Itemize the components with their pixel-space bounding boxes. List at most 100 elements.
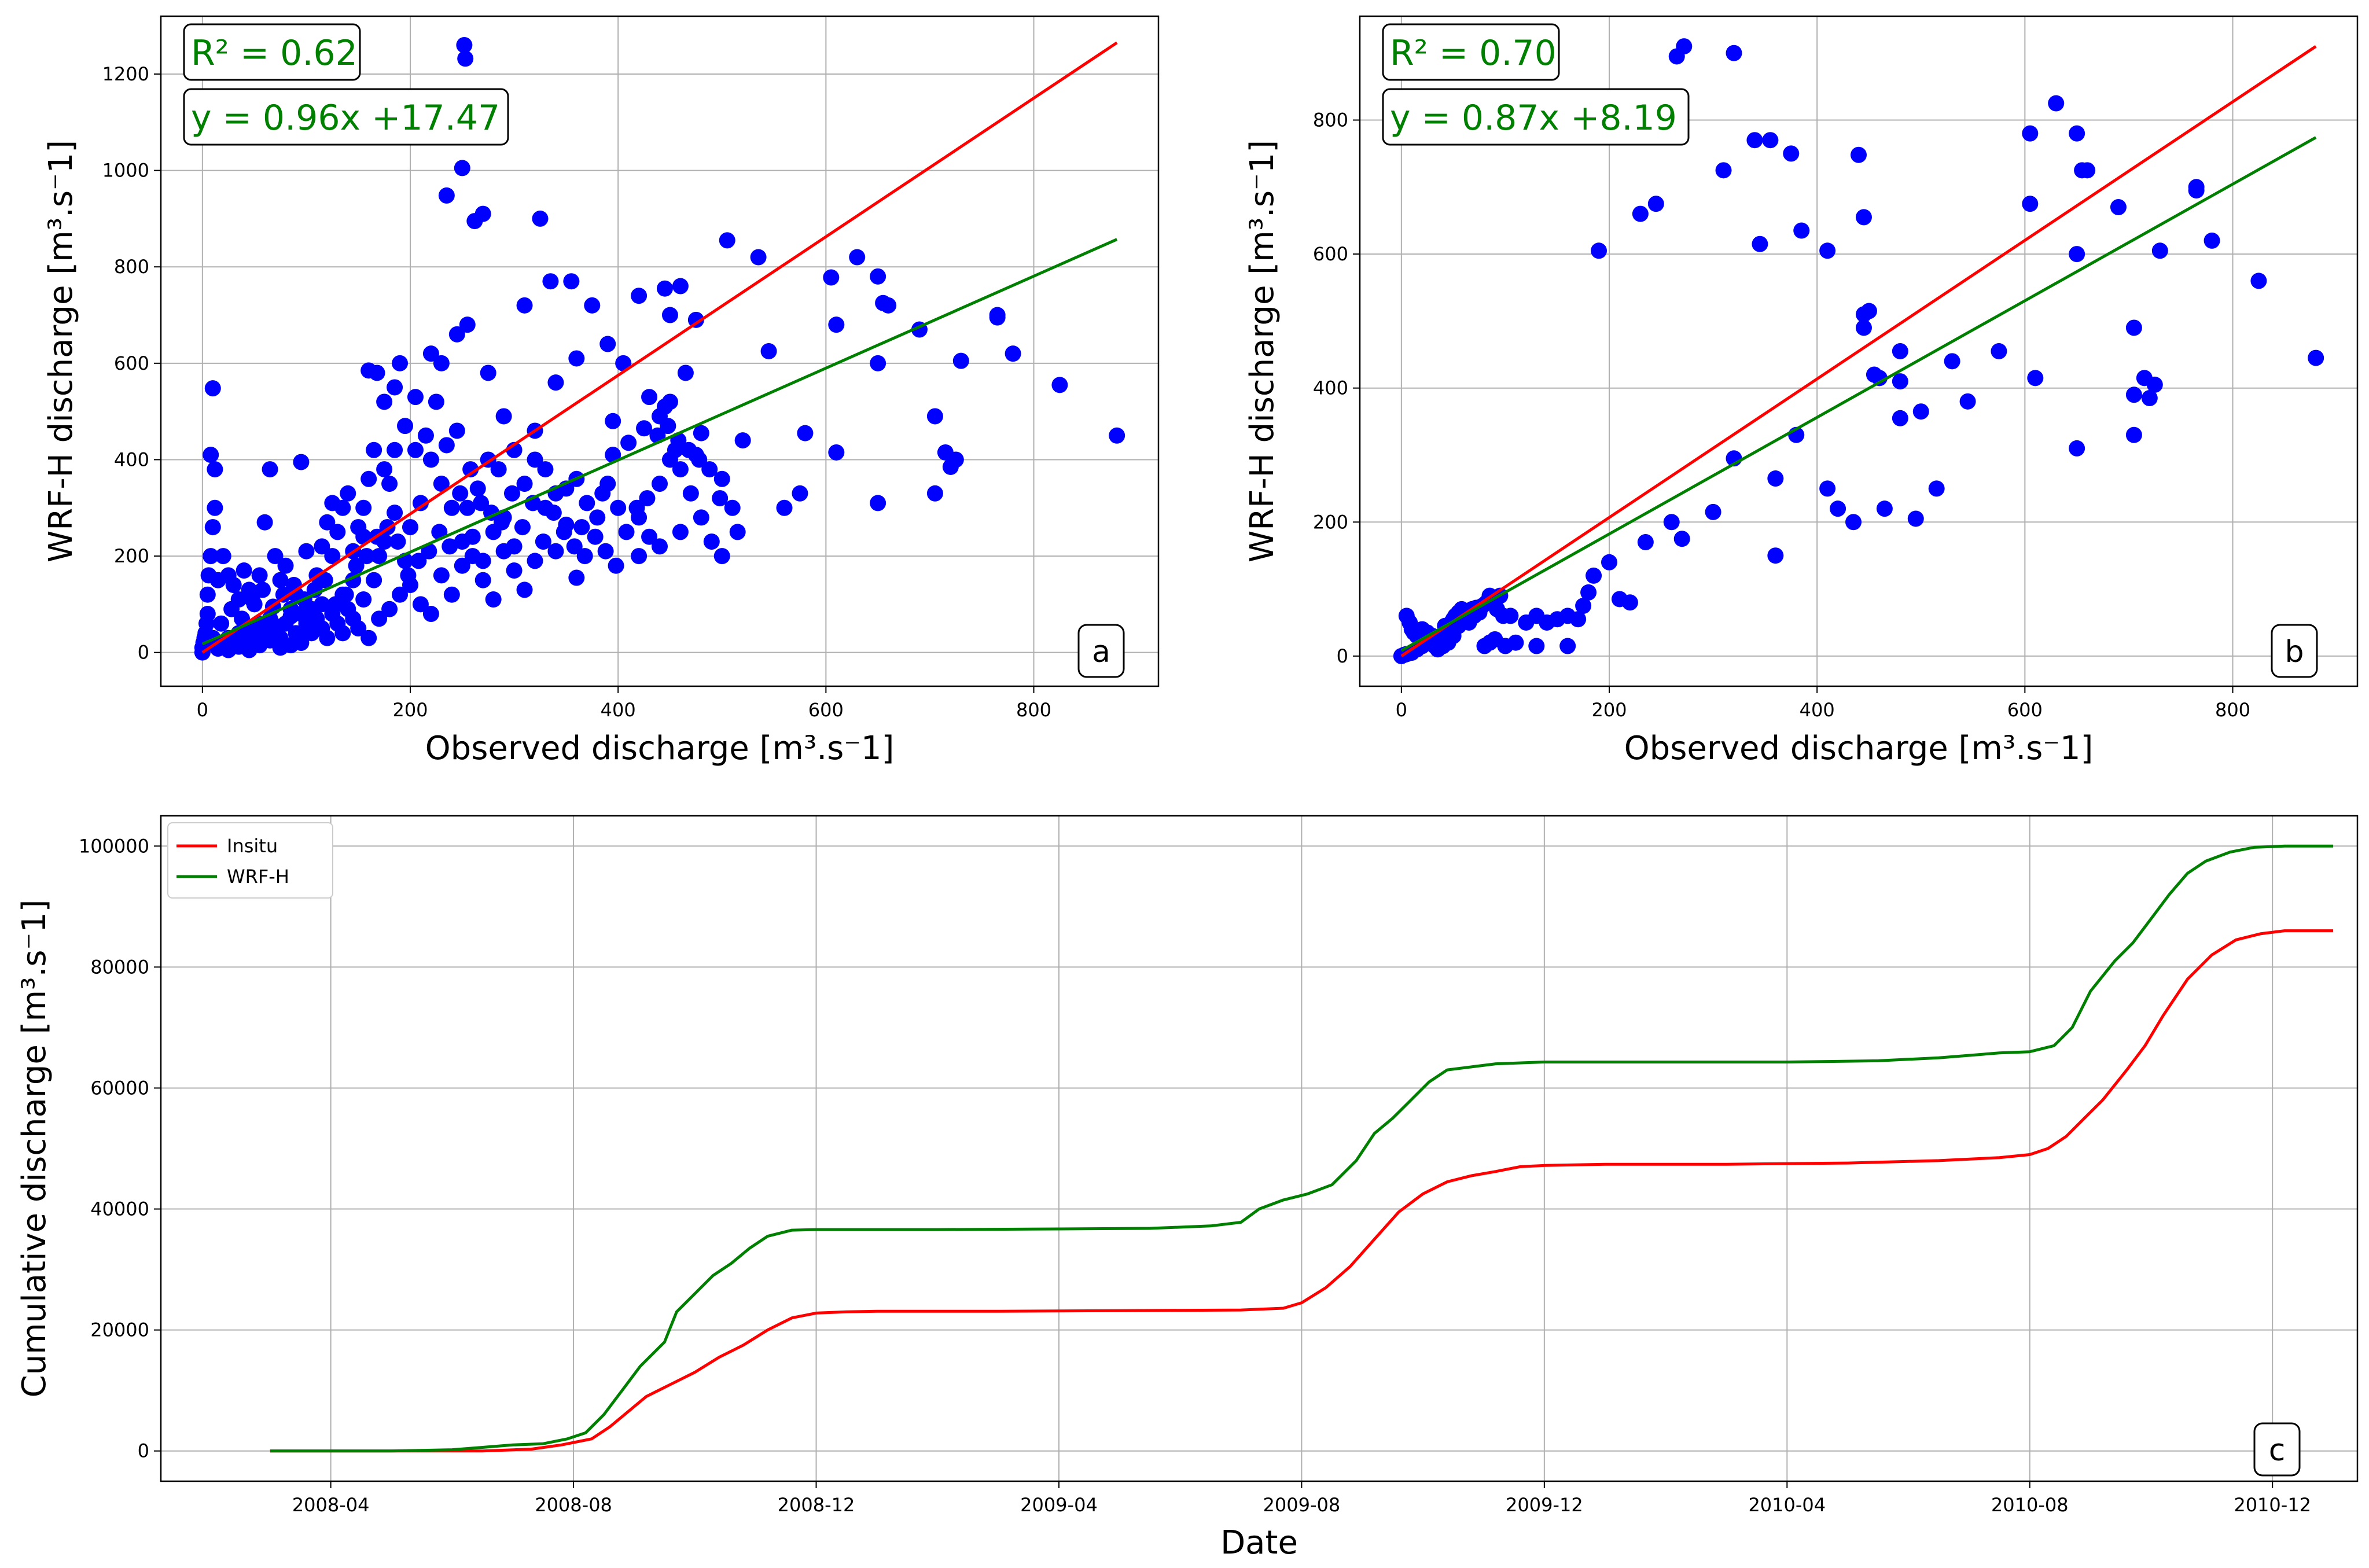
scatter-point — [2027, 370, 2044, 387]
scatter-point — [1726, 45, 1742, 61]
scatter-point — [324, 548, 341, 565]
scatter-point — [473, 495, 490, 511]
scatter-point — [1855, 209, 1872, 226]
scatter-point — [1647, 196, 1664, 212]
scatter-point — [319, 514, 336, 531]
scatter-point — [410, 553, 427, 569]
tick-label-x-2010-04: 2010-04 — [1748, 1494, 1826, 1516]
tick-label-y-200: 200 — [1313, 511, 1348, 533]
tick-label-y-400: 400 — [114, 448, 149, 470]
panel-c-background — [161, 816, 2357, 1481]
panel-c-label-box — [2253, 1422, 2301, 1477]
scatter-point — [2069, 440, 2085, 457]
scatter-point — [203, 447, 219, 463]
scatter-point — [605, 413, 621, 429]
scatter-point — [1051, 377, 1068, 393]
tick-label-x-2009-04: 2009-04 — [1020, 1494, 1098, 1516]
scatter-point — [545, 505, 562, 521]
scatter-point — [701, 461, 718, 478]
panel-b-xlabel: Observed discharge [m³.s⁻1] — [1624, 730, 2094, 767]
scatter-point — [448, 326, 465, 343]
scatter-point — [527, 451, 543, 468]
scatter-point — [474, 572, 491, 588]
scatter-point — [724, 499, 741, 516]
scatter-point — [2204, 232, 2220, 249]
scatter-point — [1715, 162, 1732, 179]
scatter-point — [1767, 547, 1784, 564]
scatter-point — [1928, 480, 1945, 497]
scatter-point — [2125, 426, 2142, 443]
scatter-point — [314, 596, 330, 613]
scatter-point — [2110, 199, 2127, 216]
scatter-point — [412, 495, 429, 511]
scatter-point — [298, 543, 315, 560]
scatter-point — [713, 548, 730, 565]
scatter-point — [204, 380, 221, 397]
panel-a-r2: R² = 0.62 — [191, 33, 358, 73]
scatter-point — [1991, 343, 2007, 359]
scatter-point — [422, 451, 439, 468]
regression-line — [201, 238, 1118, 646]
scatter-point — [641, 528, 658, 545]
scatter-point — [542, 273, 559, 290]
scatter-point — [532, 210, 549, 227]
tick-label-y-800: 800 — [114, 256, 149, 278]
scatter-point — [443, 586, 460, 603]
panel-c-legend: Insitu WRF-H — [167, 822, 333, 899]
scatter-point — [563, 273, 580, 290]
tick-label-y-0: 0 — [138, 1440, 149, 1462]
tick-label-y-40000: 40000 — [90, 1198, 149, 1220]
tick-label-x-2009-08: 2009-08 — [1263, 1494, 1341, 1516]
scatter-point — [947, 451, 964, 468]
scatter-point — [1876, 500, 1893, 517]
scatter-point — [392, 586, 409, 603]
scatter-point — [1944, 353, 1960, 370]
scatter-point — [490, 461, 507, 478]
scatter-point — [371, 548, 388, 565]
scatter-point — [438, 187, 455, 204]
scatter-point — [870, 355, 886, 371]
scatter-point — [823, 269, 840, 286]
scatter-point — [1637, 534, 1654, 551]
scatter-point — [503, 485, 520, 502]
scatter-point — [1109, 427, 1125, 444]
tick-label-y-1200: 1200 — [102, 63, 149, 85]
scatter-point — [1912, 403, 1929, 420]
scatter-point — [2125, 387, 2142, 403]
scatter-point — [1673, 531, 1690, 547]
panel-c-ylabel: Cumulative discharge [m³.s⁻1] — [16, 900, 53, 1398]
panel-b-equation: y = 0.87x +8.19 — [1390, 98, 1677, 138]
scatter-point — [381, 601, 398, 617]
scatter-point — [1746, 132, 1763, 149]
scatter-point — [1580, 584, 1597, 601]
scatter-point — [1539, 614, 1555, 631]
tick-label-y-400: 400 — [1313, 377, 1348, 399]
series-line-insitu — [270, 929, 2334, 1453]
scatter-point — [381, 476, 398, 492]
panel-b-r2-box — [1382, 23, 1560, 81]
scatter-point — [2069, 246, 2085, 263]
scatter-point — [926, 485, 943, 502]
scatter-point — [433, 355, 450, 371]
panel-a-r2-box — [183, 23, 361, 81]
scatter-point — [360, 630, 377, 646]
scatter-point — [442, 538, 458, 555]
scatter-point — [319, 630, 336, 646]
scatter-point — [760, 343, 777, 359]
scatter-point — [1528, 638, 1545, 654]
tick-label-x-2010-08: 2010-08 — [1991, 1494, 2069, 1516]
scatter-point — [2146, 376, 2163, 393]
tick-label-y-0: 0 — [1337, 645, 1348, 667]
scatter-point — [433, 567, 450, 584]
scatter-point — [474, 553, 491, 569]
scatter-point — [327, 596, 344, 613]
scatter-point — [303, 625, 320, 642]
scatter-point — [547, 543, 564, 560]
scatter-point — [2151, 242, 2168, 259]
scatter-point — [691, 451, 708, 468]
tick-label-y-0: 0 — [138, 642, 149, 664]
scatter-point — [494, 514, 510, 531]
tick-label-x-400: 400 — [601, 699, 636, 721]
scatter-point — [610, 499, 627, 516]
scatter-point — [797, 425, 814, 441]
